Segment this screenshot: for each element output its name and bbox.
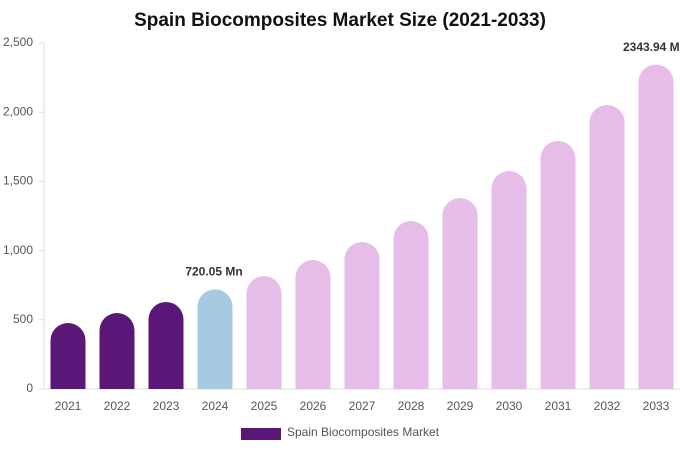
x-tick-label: 2029 xyxy=(447,399,474,413)
x-tick-label: 2031 xyxy=(545,399,572,413)
legend-label: Spain Biocomposites Market xyxy=(287,425,440,439)
bar xyxy=(589,105,625,389)
x-tick-label: 2023 xyxy=(153,399,180,413)
x-tick-label: 2033 xyxy=(643,399,670,413)
x-tick-label: 2032 xyxy=(594,399,621,413)
bar xyxy=(148,301,184,389)
legend-swatch xyxy=(241,428,281,440)
x-tick-label: 2028 xyxy=(398,399,425,413)
bar xyxy=(393,220,429,389)
value-label: 720.05 Mn xyxy=(185,265,242,279)
bar xyxy=(197,289,233,389)
y-tick-label: 2,000 xyxy=(3,104,33,118)
bar xyxy=(99,313,135,389)
x-tick-label: 2026 xyxy=(300,399,327,413)
bar xyxy=(491,171,527,389)
x-tick-label: 2027 xyxy=(349,399,376,413)
y-tick-label: 0 xyxy=(26,381,33,395)
bar xyxy=(295,260,331,389)
value-label: 2343.94 Mn xyxy=(623,40,680,54)
bar xyxy=(638,64,674,390)
y-tick-label: 1,500 xyxy=(3,174,33,188)
y-tick-label: 1,000 xyxy=(3,243,33,257)
x-tick-label: 2022 xyxy=(104,399,131,413)
bar xyxy=(344,242,380,389)
y-tick-label: 2,500 xyxy=(3,35,33,49)
x-tick-label: 2021 xyxy=(55,399,82,413)
x-tick-label: 2030 xyxy=(496,399,523,413)
x-tick-label: 2024 xyxy=(202,399,229,413)
bar xyxy=(540,140,576,389)
bar xyxy=(50,322,86,389)
chart-title: Spain Biocomposites Market Size (2021-20… xyxy=(134,10,546,31)
bar xyxy=(246,276,282,389)
y-tick-label: 500 xyxy=(13,312,33,326)
bar xyxy=(442,198,478,389)
x-tick-label: 2025 xyxy=(251,399,278,413)
